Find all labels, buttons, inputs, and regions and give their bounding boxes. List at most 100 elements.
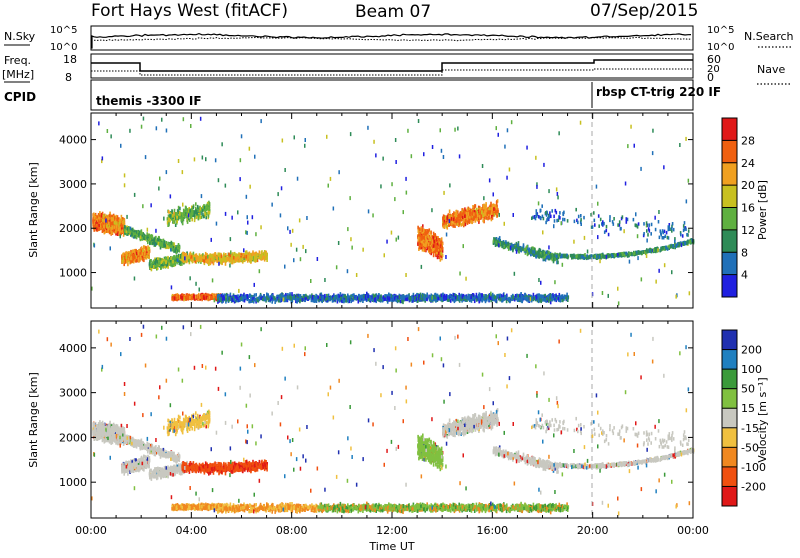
power-cell bbox=[256, 253, 258, 257]
power-cell bbox=[224, 258, 226, 263]
power-cell bbox=[496, 199, 499, 203]
power-cell bbox=[180, 218, 182, 222]
nave-label: Nave bbox=[757, 63, 785, 76]
power-cell bbox=[418, 227, 421, 231]
power-cell bbox=[149, 236, 151, 241]
power-cell bbox=[214, 296, 216, 300]
power-cell bbox=[211, 260, 213, 264]
power-cell bbox=[207, 210, 210, 215]
power-cell bbox=[119, 218, 121, 223]
power-cell bbox=[179, 255, 182, 259]
power-cell bbox=[124, 225, 126, 229]
power-cell bbox=[252, 250, 254, 254]
power-cell bbox=[97, 213, 100, 217]
power-cell bbox=[472, 205, 474, 209]
power-cell bbox=[143, 245, 145, 249]
power-cell bbox=[163, 240, 166, 244]
power-cell bbox=[433, 242, 436, 246]
power-cell bbox=[109, 222, 112, 227]
power-cell bbox=[148, 262, 151, 266]
power-cell bbox=[430, 230, 432, 234]
power-cell bbox=[417, 225, 419, 230]
power-cell bbox=[177, 294, 179, 299]
power-cell bbox=[220, 252, 222, 257]
power-cell bbox=[168, 223, 170, 227]
power-cell bbox=[461, 208, 463, 212]
power-cell bbox=[430, 246, 433, 250]
power-cell bbox=[213, 256, 216, 260]
power-cell bbox=[242, 258, 245, 262]
power-cell bbox=[129, 229, 131, 234]
power-cell bbox=[177, 210, 180, 215]
power-cell bbox=[153, 239, 156, 243]
power-cell bbox=[473, 205, 476, 210]
power-cell bbox=[184, 295, 187, 300]
power-cell bbox=[428, 237, 430, 241]
power-cell bbox=[445, 220, 447, 225]
power-cell bbox=[183, 252, 186, 256]
power-cell bbox=[492, 204, 495, 209]
power-cell bbox=[179, 260, 181, 265]
power-cell bbox=[145, 256, 148, 260]
power-cell bbox=[436, 242, 439, 247]
power-cell bbox=[111, 226, 114, 230]
power-cell bbox=[141, 232, 144, 236]
power-cell bbox=[140, 256, 142, 261]
power-cell bbox=[134, 248, 136, 253]
power-cell bbox=[135, 235, 138, 240]
power-scatter bbox=[91, 116, 695, 306]
power-cell bbox=[108, 221, 110, 225]
power-cell bbox=[234, 255, 237, 260]
power-cell bbox=[194, 259, 197, 264]
power-cell bbox=[178, 249, 181, 253]
power-cell bbox=[419, 233, 422, 237]
station-title: Fort Hays West (fitACF) bbox=[91, 1, 288, 21]
cpid-mode-left: themis -3300 IF bbox=[96, 94, 202, 108]
power-cell bbox=[482, 218, 484, 223]
power-cell bbox=[441, 246, 444, 251]
power-cell bbox=[189, 253, 191, 257]
power-cell bbox=[97, 219, 100, 223]
power-cell bbox=[92, 213, 95, 217]
power-cell bbox=[141, 234, 144, 239]
power-cell bbox=[96, 215, 99, 220]
power-cell bbox=[169, 259, 172, 264]
power-cell bbox=[144, 247, 147, 252]
power-cell bbox=[186, 294, 188, 299]
power-cell bbox=[134, 235, 136, 239]
power-cell bbox=[132, 253, 134, 257]
power-cell bbox=[210, 254, 213, 258]
power-cell bbox=[140, 229, 143, 233]
power-cell bbox=[215, 297, 217, 302]
power-cell bbox=[203, 259, 206, 263]
power-cell bbox=[99, 211, 101, 215]
power-cell bbox=[418, 247, 420, 251]
power-cell bbox=[449, 222, 452, 226]
power-cell bbox=[195, 202, 197, 206]
power-cell bbox=[432, 236, 435, 240]
power-cell bbox=[170, 241, 173, 245]
power-cell bbox=[194, 206, 197, 211]
nsearch-tick-top: 10^5 bbox=[707, 25, 734, 36]
power-cell bbox=[197, 214, 200, 218]
power-cell bbox=[208, 256, 211, 260]
power-cell bbox=[180, 294, 182, 298]
power-cell bbox=[173, 255, 175, 259]
power-cell bbox=[96, 220, 98, 224]
power-cell bbox=[262, 253, 264, 257]
power-cell bbox=[199, 207, 202, 211]
power-cell bbox=[149, 259, 151, 263]
power-cell bbox=[427, 235, 429, 239]
power-cell bbox=[440, 242, 443, 247]
power-cell bbox=[204, 213, 207, 217]
power-cell bbox=[178, 245, 181, 250]
power-cell bbox=[166, 262, 168, 267]
power-cell bbox=[106, 223, 108, 228]
power-cell bbox=[171, 263, 173, 268]
power-cell bbox=[435, 242, 437, 247]
power-cell bbox=[173, 220, 175, 224]
power-cell bbox=[185, 206, 187, 210]
cpid-mode-right: rbsp CT-trig 220 IF bbox=[596, 85, 721, 99]
power-cell bbox=[463, 222, 465, 226]
power-cell bbox=[191, 217, 193, 222]
